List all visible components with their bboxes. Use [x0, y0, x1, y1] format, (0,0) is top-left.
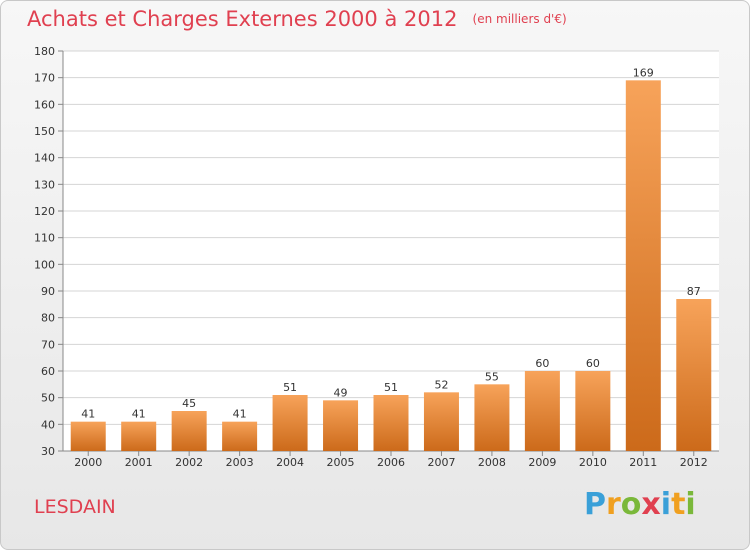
bar-2012 — [676, 299, 712, 451]
x-tick-label-2007: 2007 — [427, 456, 455, 469]
x-tick-label-2012: 2012 — [680, 456, 708, 469]
chart-subtitle: (en milliers d'€) — [472, 12, 567, 26]
y-tick-label: 70 — [41, 338, 55, 351]
y-tick-label: 120 — [34, 205, 55, 218]
data-label-2006: 51 — [384, 381, 398, 394]
logo-letter: P — [584, 487, 606, 522]
y-tick-label: 80 — [41, 312, 55, 325]
bar-2006 — [373, 395, 409, 451]
y-tick-label: 110 — [34, 232, 55, 245]
y-tick-label: 50 — [41, 392, 55, 405]
logo-letter: i — [660, 487, 672, 522]
bar-2003 — [222, 421, 258, 451]
logo-letter: t — [671, 487, 686, 522]
y-tick-label: 170 — [34, 72, 55, 85]
data-label-2008: 55 — [485, 370, 499, 383]
y-tick-label: 40 — [41, 418, 55, 431]
data-label-2003: 41 — [233, 408, 247, 421]
bar-2009 — [524, 371, 560, 451]
data-label-2004: 51 — [283, 381, 297, 394]
bar-2008 — [474, 384, 510, 451]
x-tick-label-2011: 2011 — [629, 456, 657, 469]
place-name: LESDAIN — [34, 496, 116, 518]
bar-2005 — [323, 400, 359, 451]
y-tick-label: 100 — [34, 258, 55, 271]
data-label-2000: 41 — [81, 408, 95, 421]
bar-2011 — [625, 80, 661, 451]
bar-2007 — [423, 392, 459, 451]
logo-letter: o — [620, 487, 642, 522]
x-tick-label-2005: 2005 — [327, 456, 355, 469]
data-label-2001: 41 — [132, 408, 146, 421]
data-label-2005: 49 — [334, 386, 348, 399]
x-tick-label-2000: 2000 — [74, 456, 102, 469]
bar-2002 — [171, 411, 207, 451]
y-tick-label: 90 — [41, 285, 55, 298]
proxiti-logo: Proxiti — [584, 487, 696, 522]
logo-letter: r — [606, 487, 621, 522]
y-tick-label: 160 — [34, 98, 55, 111]
x-tick-label-2001: 2001 — [125, 456, 153, 469]
x-tick-label-2010: 2010 — [579, 456, 607, 469]
y-tick-label: 150 — [34, 125, 55, 138]
x-tick-label-2004: 2004 — [276, 456, 304, 469]
x-tick-label-2003: 2003 — [226, 456, 254, 469]
data-label-2007: 52 — [434, 378, 448, 391]
data-label-2011: 169 — [633, 66, 654, 79]
bar-2010 — [575, 371, 611, 451]
title-row: Achats et Charges Externes 2000 à 2012 (… — [27, 7, 567, 31]
y-tick-label: 130 — [34, 178, 55, 191]
bar-2004 — [272, 395, 308, 451]
data-label-2002: 45 — [182, 397, 196, 410]
x-tick-label-2006: 2006 — [377, 456, 405, 469]
chart-title: Achats et Charges Externes 2000 à 2012 — [27, 7, 458, 31]
y-tick-label: 60 — [41, 365, 55, 378]
x-tick-label-2008: 2008 — [478, 456, 506, 469]
y-tick-label: 180 — [34, 45, 55, 58]
x-tick-label-2002: 2002 — [175, 456, 203, 469]
logo-letter: i — [685, 487, 696, 522]
data-label-2009: 60 — [535, 357, 549, 370]
data-label-2012: 87 — [687, 285, 701, 298]
y-tick-label: 140 — [34, 152, 55, 165]
x-tick-label-2009: 2009 — [528, 456, 556, 469]
bar-2000 — [70, 421, 106, 451]
y-tick-label: 30 — [41, 445, 55, 458]
logo-letter: x — [641, 487, 661, 522]
bar-2001 — [121, 421, 157, 451]
data-label-2010: 60 — [586, 357, 600, 370]
